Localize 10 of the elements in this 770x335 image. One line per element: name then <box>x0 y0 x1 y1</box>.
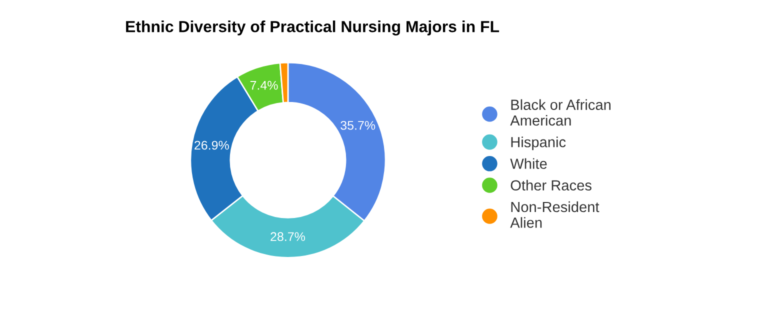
legend-label: Black or African American <box>510 99 610 126</box>
data-label: 35.7% <box>340 120 376 130</box>
data-label: 28.7% <box>270 232 306 242</box>
data-label: 7.4% <box>250 80 278 90</box>
legend-label: White <box>510 158 547 169</box>
legend-label: Non-Resident Alien <box>510 201 600 228</box>
legend-label: Hispanic <box>511 136 566 150</box>
chart-title: Ethnic Diversity of Practical Nursing Majors in FL <box>126 20 500 36</box>
data-label: 26.9% <box>194 140 229 150</box>
legend-label: Other Races <box>510 180 592 191</box>
